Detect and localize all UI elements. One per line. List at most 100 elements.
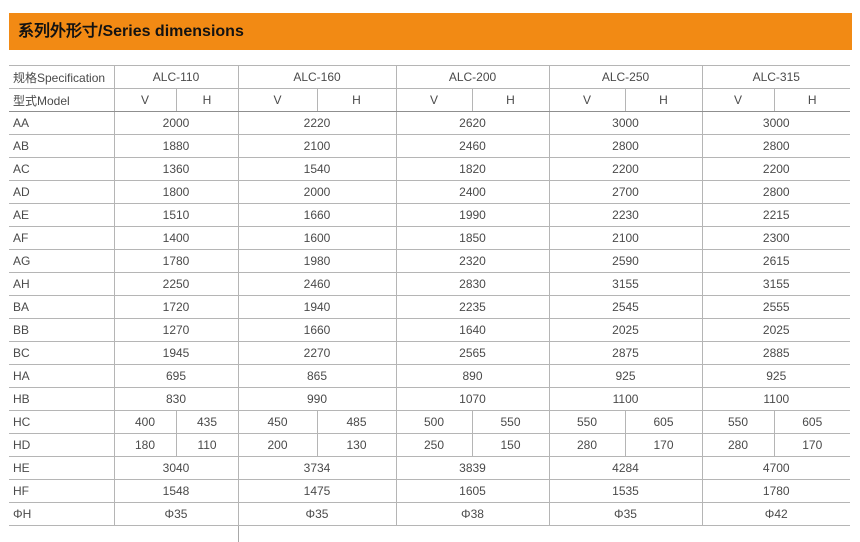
value-merged: 865 bbox=[237, 364, 397, 388]
value-merged: 3155 bbox=[548, 272, 703, 296]
value-merged: 2025 bbox=[701, 318, 851, 342]
row-label: AE bbox=[13, 208, 30, 222]
row-label: BA bbox=[13, 300, 30, 314]
subheader-v: V bbox=[113, 88, 176, 112]
table-row: AC 1360 1540 1820 2200 2200 bbox=[9, 157, 851, 181]
value-merged: 2320 bbox=[395, 249, 550, 273]
value-merged: 2025 bbox=[548, 318, 703, 342]
value-h: 170 bbox=[624, 433, 703, 457]
value-merged: Φ35 bbox=[548, 502, 703, 526]
value-merged: 1548 bbox=[113, 479, 239, 503]
model-header-alc315: ALC-315 bbox=[701, 65, 851, 89]
value-merged: 3734 bbox=[237, 456, 397, 480]
value-merged: 3155 bbox=[701, 272, 851, 296]
value-merged: 1780 bbox=[113, 249, 239, 273]
row-label: AA bbox=[13, 116, 30, 130]
value-merged: 1940 bbox=[237, 295, 397, 319]
value-h: 110 bbox=[175, 433, 239, 457]
value-merged: 3000 bbox=[701, 111, 851, 135]
value-merged: 2100 bbox=[548, 226, 703, 250]
dimensions-table-body: AA 2000 2220 2620 3000 3000 AB 1880 2100 2460 2800… bbox=[9, 111, 851, 526]
value-h: 605 bbox=[624, 410, 703, 434]
value-merged: 2590 bbox=[548, 249, 703, 273]
value-merged: 1850 bbox=[395, 226, 550, 250]
value-merged: 1780 bbox=[701, 479, 851, 503]
value-merged: Φ35 bbox=[113, 502, 239, 526]
value-merged: 1360 bbox=[113, 157, 239, 181]
table-row: AD 1800 2000 2400 2700 2800 bbox=[9, 180, 851, 204]
value-merged: 2565 bbox=[395, 341, 550, 365]
table-row: BB 1270 1660 1640 2025 2025 bbox=[9, 318, 851, 342]
table-row: BA 1720 1940 2235 2545 2555 bbox=[9, 295, 851, 319]
row-label: AH bbox=[13, 277, 30, 291]
value-h: 130 bbox=[316, 433, 397, 457]
model-header-alc160: ALC-160 bbox=[237, 65, 397, 89]
value-v: 400 bbox=[113, 410, 176, 434]
row-label: AD bbox=[13, 185, 30, 199]
table-row: HE 3040 3734 3839 4284 4700 bbox=[9, 456, 851, 480]
value-merged: 2270 bbox=[237, 341, 397, 365]
value-v: 180 bbox=[113, 433, 176, 457]
spec-header-row: 规格Specification ALC-110 ALC-160 ALC-200 … bbox=[9, 65, 851, 89]
subheader-h: H bbox=[316, 88, 397, 112]
value-merged: 1660 bbox=[237, 318, 397, 342]
table-row: AG 1780 1980 2320 2590 2615 bbox=[9, 249, 851, 273]
value-merged: 1605 bbox=[395, 479, 550, 503]
table-row: HA 695 865 890 925 925 bbox=[9, 364, 851, 388]
value-merged: 2620 bbox=[395, 111, 550, 135]
value-merged: 4700 bbox=[701, 456, 851, 480]
value-merged: 1720 bbox=[113, 295, 239, 319]
value-merged: 2200 bbox=[548, 157, 703, 181]
table-row: ΦH Φ35 Φ35 Φ38 Φ35 Φ42 bbox=[9, 502, 851, 526]
row-label: HA bbox=[13, 369, 30, 383]
table-row: BC 1945 2270 2565 2875 2885 bbox=[9, 341, 851, 365]
row-label: HE bbox=[13, 461, 30, 475]
value-merged: 2200 bbox=[701, 157, 851, 181]
value-h: 485 bbox=[316, 410, 397, 434]
value-merged: 890 bbox=[395, 364, 550, 388]
value-merged: 1510 bbox=[113, 203, 239, 227]
value-merged: 1660 bbox=[237, 203, 397, 227]
table-bottom-divider-tick bbox=[238, 526, 239, 542]
row-label: AF bbox=[13, 231, 29, 245]
value-merged: 2885 bbox=[701, 341, 851, 365]
value-merged: 2460 bbox=[237, 272, 397, 296]
table-row: HB 830 990 1070 1100 1100 bbox=[9, 387, 851, 411]
value-merged: 1980 bbox=[237, 249, 397, 273]
value-h: 150 bbox=[471, 433, 550, 457]
value-merged: 2615 bbox=[701, 249, 851, 273]
value-v: 450 bbox=[237, 410, 318, 434]
value-merged: 2400 bbox=[395, 180, 550, 204]
model-header-alc110: ALC-110 bbox=[113, 65, 239, 89]
subheader-h: H bbox=[624, 88, 703, 112]
value-merged: 1535 bbox=[548, 479, 703, 503]
value-merged: 1600 bbox=[237, 226, 397, 250]
value-merged: 1270 bbox=[113, 318, 239, 342]
value-merged: 2000 bbox=[113, 111, 239, 135]
value-v: 280 bbox=[701, 433, 775, 457]
value-h: 435 bbox=[175, 410, 239, 434]
vh-header-row: 型式Model V H V H V H V H V H bbox=[9, 88, 851, 112]
row-label: HC bbox=[13, 415, 31, 429]
value-merged: 695 bbox=[113, 364, 239, 388]
value-merged: 1475 bbox=[237, 479, 397, 503]
subheader-v: V bbox=[237, 88, 318, 112]
value-merged: 1640 bbox=[395, 318, 550, 342]
model-header-label: 型式Model bbox=[9, 88, 114, 112]
value-merged: Φ35 bbox=[237, 502, 397, 526]
value-merged: 2250 bbox=[113, 272, 239, 296]
value-merged: 3839 bbox=[395, 456, 550, 480]
value-h: 605 bbox=[773, 410, 851, 434]
value-merged: 1945 bbox=[113, 341, 239, 365]
value-merged: 990 bbox=[237, 387, 397, 411]
table-row: HC 400 435 450 485 500 550 550 605 550 605 bbox=[9, 410, 851, 434]
row-label: AC bbox=[13, 162, 30, 176]
section-title: 系列外形寸/Series dimensions bbox=[18, 23, 244, 40]
value-merged: Φ38 bbox=[395, 502, 550, 526]
value-merged: 830 bbox=[113, 387, 239, 411]
value-merged: 2460 bbox=[395, 134, 550, 158]
value-merged: 2800 bbox=[701, 180, 851, 204]
value-merged: 1800 bbox=[113, 180, 239, 204]
value-merged: 2000 bbox=[237, 180, 397, 204]
value-merged: 1070 bbox=[395, 387, 550, 411]
